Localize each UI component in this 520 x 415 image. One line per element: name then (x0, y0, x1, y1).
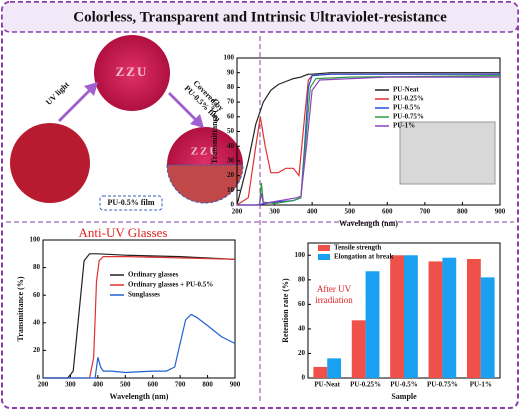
bar (365, 271, 380, 378)
x-axis-label: Sample (391, 392, 417, 401)
y-tick-label: 40 (33, 318, 41, 326)
y-axis-label: Transmittance (%) (16, 276, 25, 341)
photo-text: ZZU (191, 146, 220, 158)
x-tick-label: 200 (232, 208, 243, 216)
bar (480, 277, 495, 378)
figure-title: Colorless, Transparent and Intrinsic Ult… (73, 9, 447, 25)
legend-key (318, 245, 330, 251)
bar (327, 358, 342, 378)
legend-label: PU-0.75% (393, 113, 424, 121)
bar (351, 320, 366, 378)
legend-label: Ordinary glasses (128, 271, 179, 279)
legend-label: Ordinary glasses + PU-0.5% (128, 281, 213, 289)
x-axis-label: Wavelength (nm) (339, 219, 398, 228)
y-axis-label: Retention rate (%) (281, 278, 290, 343)
y-tick-label: 60 (33, 291, 41, 299)
inset-photo (399, 121, 496, 185)
bar (428, 261, 443, 378)
y-tick-label: 10 (227, 186, 235, 194)
x-tick-label: PU-Neat (314, 381, 340, 389)
bar (404, 255, 418, 378)
y-tick-label: 20 (227, 171, 235, 179)
x-tick-label: 500 (344, 208, 355, 216)
line (43, 313, 236, 379)
y-tick-label: 100 (30, 236, 41, 244)
y-tick-label: 80 (298, 275, 306, 283)
x-tick-label: 800 (202, 381, 213, 389)
legend-label: PU-1% (393, 122, 415, 130)
x-tick-label: 400 (93, 381, 104, 389)
y-tick-label: 0 (231, 201, 235, 209)
title-bar (1, 1, 519, 33)
y-tick-label: 80 (33, 263, 41, 271)
x-tick-label: 300 (269, 208, 280, 216)
x-tick-label: PU-1% (470, 381, 492, 389)
x-tick-label: 400 (307, 208, 318, 216)
y-tick-label: 90 (227, 68, 235, 76)
legend-label: Sunglasses (128, 291, 160, 299)
plot-frame (42, 239, 236, 379)
y-tick-label: 0 (37, 374, 41, 382)
line (237, 76, 500, 206)
x-tick-label: 600 (382, 208, 393, 216)
legend-label: PU-0.25% (393, 95, 424, 103)
x-tick-label: 900 (230, 381, 241, 389)
legend-label: Tensile strength (334, 244, 381, 252)
arrow (58, 82, 98, 122)
y-tick-label: 20 (33, 346, 41, 354)
bar (390, 255, 404, 378)
line (43, 256, 236, 379)
x-tick-label: PU-0.5% (390, 381, 417, 389)
y-tick-label: 50 (227, 127, 235, 135)
y-tick-label: 0 (302, 374, 306, 382)
y-tick-label: 40 (227, 142, 235, 150)
annotation: irradiation (315, 295, 353, 305)
annotation: After UV (317, 284, 352, 294)
film-label-box (99, 195, 163, 211)
y-tick-label: 30 (227, 157, 235, 165)
x-tick-label: 600 (147, 381, 158, 389)
x-tick-label: 300 (65, 381, 76, 389)
film (166, 164, 244, 204)
y-axis-label: Transmittance (%) (210, 99, 219, 164)
y-tick-label: 60 (227, 112, 235, 120)
y-tick-label: 70 (227, 98, 235, 106)
y-tick-label: 60 (298, 300, 306, 308)
x-tick-label: 200 (38, 381, 49, 389)
x-tick-label: 800 (457, 208, 468, 216)
x-tick-label: PU-0.25% (350, 381, 381, 389)
legend-key (318, 254, 330, 260)
line (43, 253, 236, 379)
legend-label: PU-Neat (393, 86, 419, 94)
legend-label: PU-0.5% (393, 104, 420, 112)
x-axis-label: Wavelength (nm) (110, 392, 169, 401)
photo (94, 35, 170, 111)
x-tick-label: 700 (420, 208, 431, 216)
x-tick-label: 900 (495, 208, 506, 216)
x-tick-label: PU-0.75% (427, 381, 458, 389)
y-tick-label: 40 (298, 325, 306, 333)
arrow (168, 92, 204, 128)
y-tick-label: 100 (295, 251, 306, 259)
y-tick-label: 80 (227, 83, 235, 91)
line (236, 72, 500, 206)
bar (313, 366, 328, 378)
y-tick-label: 100 (224, 54, 235, 62)
photo-text: ZZU (116, 64, 149, 79)
legend-label: Elongation at break (334, 253, 393, 261)
x-tick-label: 500 (120, 381, 131, 389)
film-label: PU-0.5% film (107, 198, 154, 207)
bar (442, 257, 457, 378)
x-tick-label: 700 (175, 381, 186, 389)
y-tick-label: 20 (298, 349, 306, 357)
line (237, 75, 501, 206)
bar (466, 258, 481, 378)
photo (10, 123, 90, 203)
chart-title: Anti-UV Glasses (79, 225, 168, 240)
